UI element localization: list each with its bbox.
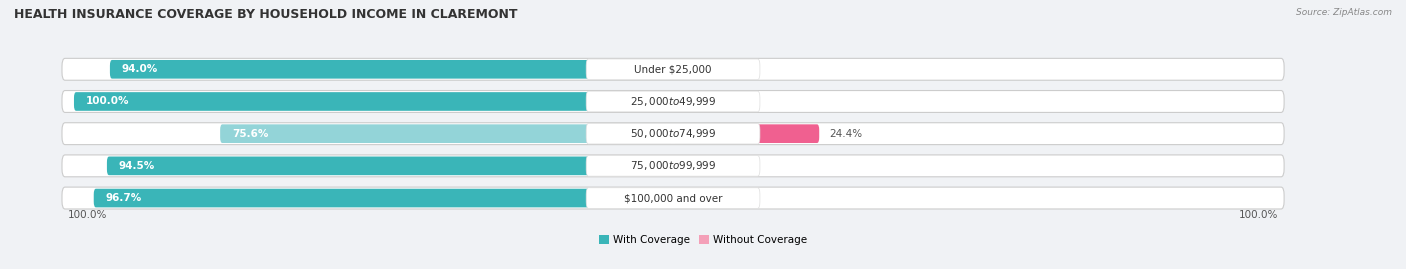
Text: $25,000 to $49,999: $25,000 to $49,999: [630, 95, 716, 108]
FancyBboxPatch shape: [586, 59, 759, 80]
Text: 6.0%: 6.0%: [718, 64, 745, 74]
FancyBboxPatch shape: [62, 187, 1284, 209]
Legend: With Coverage, Without Coverage: With Coverage, Without Coverage: [595, 231, 811, 249]
Text: 100.0%: 100.0%: [67, 210, 107, 220]
FancyBboxPatch shape: [62, 58, 1284, 80]
Text: 100.0%: 100.0%: [86, 97, 129, 107]
FancyBboxPatch shape: [586, 123, 759, 144]
FancyBboxPatch shape: [62, 91, 1284, 112]
Text: 0.0%: 0.0%: [683, 97, 709, 107]
FancyBboxPatch shape: [586, 91, 759, 112]
Text: 96.7%: 96.7%: [105, 193, 142, 203]
FancyBboxPatch shape: [673, 157, 706, 175]
FancyBboxPatch shape: [107, 157, 673, 175]
Text: $75,000 to $99,999: $75,000 to $99,999: [630, 159, 716, 172]
FancyBboxPatch shape: [62, 155, 1284, 177]
Text: Source: ZipAtlas.com: Source: ZipAtlas.com: [1296, 8, 1392, 17]
FancyBboxPatch shape: [586, 188, 759, 208]
Text: 3.4%: 3.4%: [703, 193, 730, 203]
FancyBboxPatch shape: [673, 189, 693, 207]
Text: $100,000 and over: $100,000 and over: [624, 193, 723, 203]
FancyBboxPatch shape: [110, 60, 673, 79]
Text: 5.5%: 5.5%: [716, 161, 742, 171]
FancyBboxPatch shape: [62, 123, 1284, 145]
FancyBboxPatch shape: [94, 189, 673, 207]
Text: 24.4%: 24.4%: [828, 129, 862, 139]
Text: 94.5%: 94.5%: [120, 161, 155, 171]
FancyBboxPatch shape: [673, 60, 709, 79]
FancyBboxPatch shape: [221, 124, 673, 143]
Text: Under $25,000: Under $25,000: [634, 64, 711, 74]
Text: 94.0%: 94.0%: [122, 64, 157, 74]
FancyBboxPatch shape: [75, 92, 673, 111]
Text: $50,000 to $74,999: $50,000 to $74,999: [630, 127, 716, 140]
Text: 75.6%: 75.6%: [232, 129, 269, 139]
Text: HEALTH INSURANCE COVERAGE BY HOUSEHOLD INCOME IN CLAREMONT: HEALTH INSURANCE COVERAGE BY HOUSEHOLD I…: [14, 8, 517, 21]
FancyBboxPatch shape: [673, 124, 820, 143]
Text: 100.0%: 100.0%: [1239, 210, 1278, 220]
FancyBboxPatch shape: [586, 155, 759, 176]
